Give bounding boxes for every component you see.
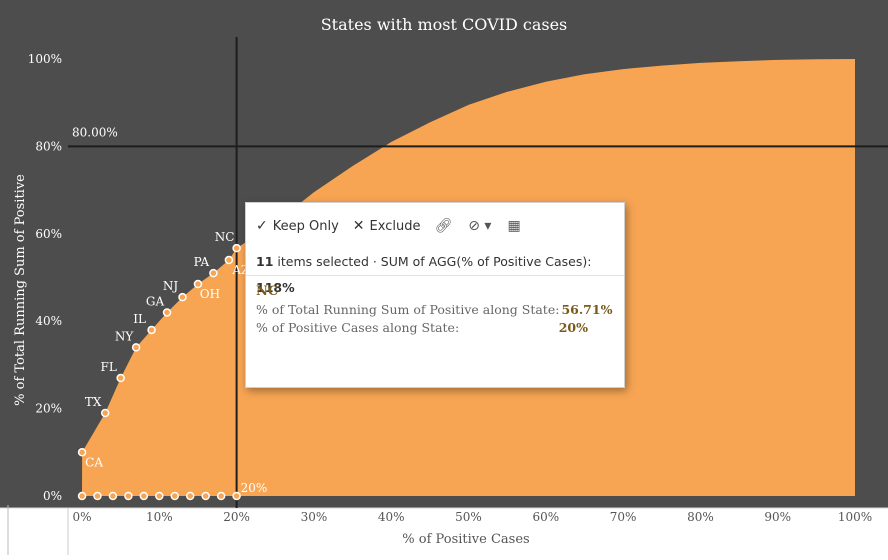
x-tick-label: 100% — [838, 510, 872, 524]
baseline-point[interactable] — [185, 491, 195, 501]
state-point[interactable] — [209, 268, 218, 278]
selection-line-label-bg — [238, 479, 271, 496]
state-point[interactable] — [131, 343, 141, 352]
set-icon[interactable]: ⊘ ▾ — [468, 218, 492, 234]
tooltip-actions: ✓ Keep Only ✕ Exclude 🔗︎ ⊘ ▾ ▦ — [246, 203, 624, 249]
exclude-label: Exclude — [369, 218, 421, 234]
chart-title: States with most COVID cases — [321, 15, 568, 34]
baseline-point[interactable] — [155, 491, 164, 501]
state-point[interactable] — [232, 243, 241, 253]
state-label: NC — [215, 230, 235, 244]
baseline-point[interactable] — [93, 491, 102, 501]
state-label: GA — [146, 294, 165, 308]
x-axis-label: % of Positive Cases — [402, 532, 529, 547]
baseline-point[interactable] — [77, 491, 87, 501]
baseline-point[interactable] — [108, 491, 118, 501]
x-tick-labels: 0% 10% 20% 30% 40% 50% 60% 70% 80% 90% 100% — [72, 510, 872, 524]
state-label: PA — [194, 255, 210, 269]
x-tick-label: 20% — [223, 510, 250, 524]
exclude-button[interactable]: ✕ Exclude — [353, 218, 421, 234]
tooltip-row1-label: % of Total Running Sum of Positive along… — [256, 302, 560, 317]
state-point[interactable] — [147, 325, 156, 335]
baseline-point[interactable] — [201, 491, 210, 501]
tooltip-row2-label: % of Positive Cases along State: — [256, 320, 460, 335]
keep-only-label: Keep Only — [272, 218, 339, 234]
tooltip-row-running-sum: % of Total Running Sum of Positive along… — [256, 301, 614, 319]
y-tick-label: 80% — [35, 139, 62, 153]
summary-text: items selected · SUM of AGG(% of Positiv… — [277, 254, 592, 269]
baseline-point[interactable] — [232, 491, 241, 501]
state-point[interactable] — [77, 448, 87, 457]
y-tick-label: 100% — [28, 52, 62, 66]
y-tick-label: 60% — [35, 227, 62, 241]
state-point[interactable] — [162, 308, 172, 317]
baseline-point[interactable] — [170, 491, 180, 501]
state-point[interactable] — [100, 408, 110, 418]
y-tick-label: 0% — [43, 489, 62, 503]
selected-count: 11 — [256, 254, 274, 269]
y-tick-label: 20% — [35, 402, 62, 416]
check-icon: ✓ — [256, 218, 268, 234]
selection-summary: 11 items selected · SUM of AGG(% of Posi… — [246, 249, 624, 295]
y-tick-label: 40% — [35, 314, 62, 328]
x-icon: ✕ — [352, 218, 365, 234]
state-label: IL — [133, 312, 146, 326]
x-tick-label: 30% — [301, 510, 328, 524]
state-point[interactable] — [116, 373, 125, 383]
state-label: NY — [115, 329, 135, 343]
selection-tooltip: ✓ Keep Only ✕ Exclude 🔗︎ ⊘ ▾ ▦ 11 items … — [245, 202, 625, 388]
x-tick-label: 60% — [532, 510, 559, 524]
tooltip-body: NC % of Total Running Sum of Positive al… — [246, 276, 624, 337]
reference-line-label: 80.00% — [72, 125, 118, 139]
selection-line-label: 20% — [241, 481, 268, 495]
view-data-icon[interactable]: ▦ — [507, 218, 521, 234]
group-members-icon[interactable]: 🔗︎ — [434, 218, 453, 234]
state-label: TX — [85, 395, 102, 409]
reference-layer: 80.00% 20% — [68, 37, 888, 508]
x-tick-label: 50% — [455, 510, 482, 524]
y-tick-labels: 0% 20% 40% 60% 80% 100% — [28, 52, 62, 503]
state-point[interactable] — [193, 279, 203, 289]
state-point[interactable] — [224, 255, 234, 265]
x-tick-label: 80% — [687, 510, 714, 524]
y-axis-label: % of Total Running Sum of Positive — [13, 174, 28, 406]
keep-only-button[interactable]: ✓ Keep Only — [256, 218, 339, 234]
tooltip-row2-value: 20% — [558, 320, 588, 335]
x-tick-label: 10% — [146, 510, 173, 524]
x-tick-label: 70% — [610, 510, 637, 524]
state-label: OH — [200, 287, 220, 301]
x-tick-label: 40% — [378, 510, 405, 524]
state-label: NJ — [163, 279, 179, 293]
state-label: FL — [101, 360, 117, 374]
tooltip-row-positive: % of Positive Cases along State: 20% — [256, 319, 614, 337]
baseline-point[interactable] — [216, 491, 226, 501]
tooltip-row1-value: 56.71% — [561, 302, 613, 317]
tooltip-state: NC — [256, 284, 279, 299]
x-axis-panel — [0, 508, 888, 555]
baseline-point[interactable] — [124, 491, 133, 501]
state-point[interactable] — [178, 292, 187, 302]
baseline-point[interactable] — [139, 491, 149, 501]
summary-value: 118% — [256, 280, 295, 295]
x-tick-label: 90% — [764, 510, 791, 524]
state-label: CA — [85, 455, 103, 469]
x-tick-label: 0% — [72, 510, 91, 524]
state-label: AZ — [231, 263, 249, 277]
